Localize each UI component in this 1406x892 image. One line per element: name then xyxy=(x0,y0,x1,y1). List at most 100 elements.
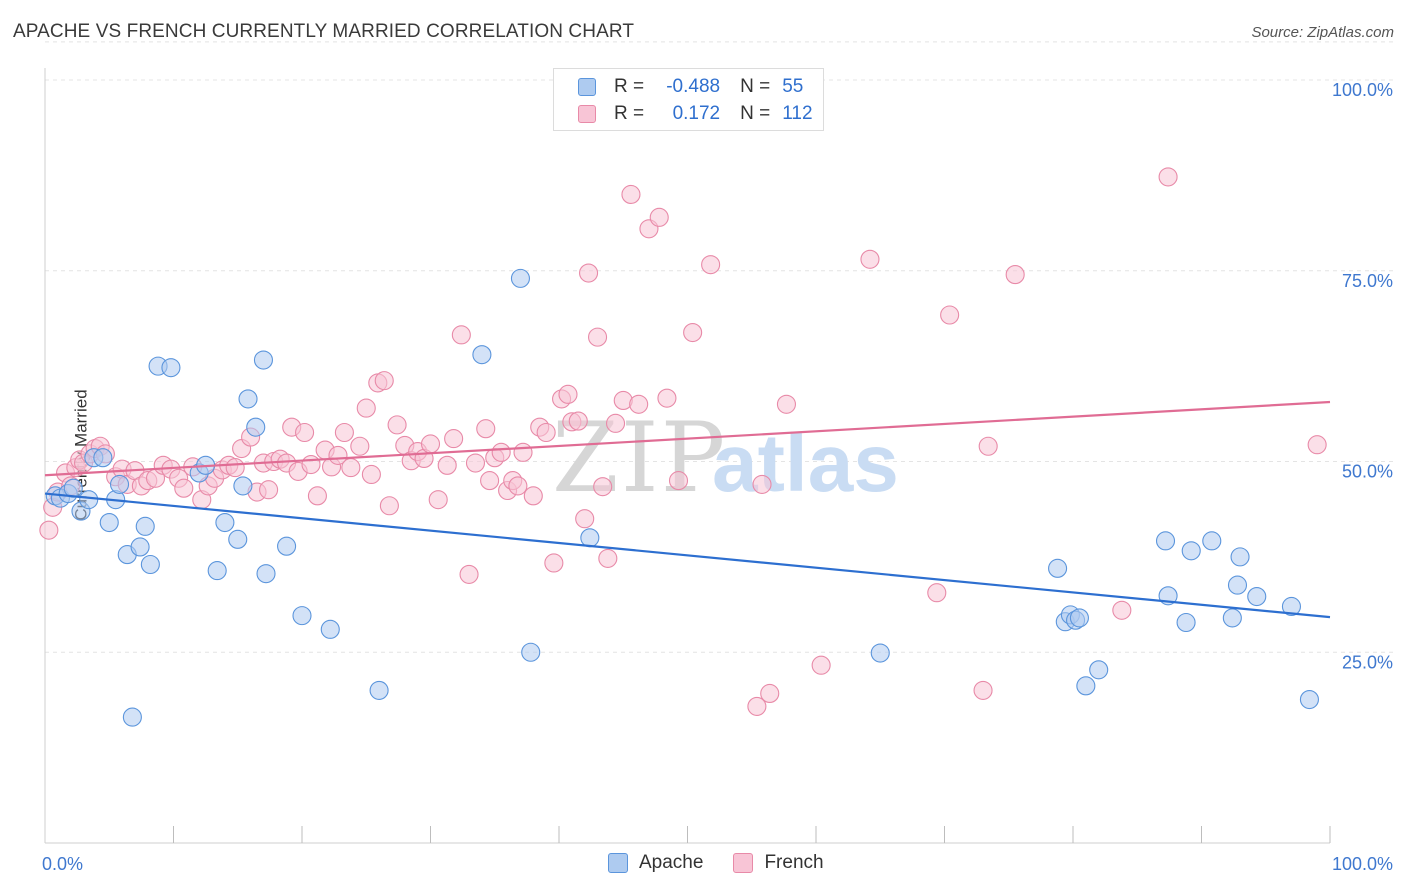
apache-point-23 xyxy=(233,476,253,496)
apache-point-13 xyxy=(130,537,150,557)
french-point-104 xyxy=(940,305,960,325)
french-point-96 xyxy=(701,255,721,275)
french-point-84 xyxy=(587,327,608,347)
series-legend: Apache French xyxy=(608,852,854,874)
french-point-90 xyxy=(629,394,649,414)
tick-labels: 25.0% 50.0% 75.0% 100.0% 0.0% 100.0% xyxy=(42,80,1393,874)
apache-point-8 xyxy=(99,512,119,533)
french-point-109 xyxy=(1158,167,1178,187)
x-tick-label-0: 0.0% xyxy=(42,854,83,874)
apache-point-21 xyxy=(215,512,235,533)
french-point-29 xyxy=(225,458,245,478)
apache-point-14 xyxy=(135,516,155,536)
apache-legend-swatch xyxy=(608,853,628,873)
legend-item-french: French xyxy=(733,852,824,874)
apache-point-36 xyxy=(870,643,890,663)
french-n-value: 112 xyxy=(782,103,813,124)
apache-point-50 xyxy=(1227,575,1248,595)
french-point-94 xyxy=(668,471,689,491)
apache-point-25 xyxy=(246,417,266,437)
apache-point-30 xyxy=(320,619,340,639)
r-label: R = xyxy=(614,103,645,124)
apache-point-27 xyxy=(256,564,276,584)
french-point-83 xyxy=(579,263,599,283)
french-point-69 xyxy=(491,442,511,462)
watermark-atlas: atlas xyxy=(712,418,899,509)
apache-point-41 xyxy=(1069,608,1089,628)
y-tick-label-100: 100.0% xyxy=(1332,80,1393,100)
french-point-49 xyxy=(356,398,376,418)
apache-point-46 xyxy=(1176,612,1196,633)
french-point-87 xyxy=(605,413,626,433)
french-point-54 xyxy=(387,415,407,435)
apache-point-53 xyxy=(1281,596,1301,617)
apache-point-37 xyxy=(1048,558,1068,578)
n-label: N = xyxy=(740,103,771,124)
french-point-95 xyxy=(683,323,703,343)
apache-swatch xyxy=(578,78,596,96)
french-point-46 xyxy=(334,422,354,443)
apache-point-54 xyxy=(1299,690,1319,710)
grid-lines xyxy=(45,41,1394,653)
french-point-74 xyxy=(523,486,543,506)
apache-point-20 xyxy=(207,561,227,581)
legend-label-french: French xyxy=(764,852,824,873)
french-point-81 xyxy=(568,411,588,431)
french-point-98 xyxy=(752,474,772,494)
french-point-67 xyxy=(480,471,500,491)
french-trend-line xyxy=(44,400,1331,477)
french-point-65 xyxy=(465,453,486,473)
french-point-42 xyxy=(307,486,327,506)
french-point-100 xyxy=(776,394,796,414)
axes xyxy=(44,68,1331,844)
french-point-110 xyxy=(1307,435,1327,455)
french-point-0 xyxy=(39,520,59,540)
french-point-45 xyxy=(328,445,348,465)
source-credit: Source: ZipAtlas.com xyxy=(1251,24,1394,41)
french-point-62 xyxy=(444,429,464,449)
apache-point-3 xyxy=(63,478,83,498)
french-point-59 xyxy=(420,434,441,454)
french-point-66 xyxy=(476,419,496,439)
apache-point-31 xyxy=(369,680,389,700)
y-tick-label-25: 25.0% xyxy=(1342,652,1393,672)
french-point-41 xyxy=(301,455,321,475)
chart-title: APACHE VS FRENCH CURRENTLY MARRIED CORRE… xyxy=(13,21,635,42)
watermark: ZIP atlas xyxy=(552,402,899,514)
french-point-72 xyxy=(508,476,528,496)
french-point-101 xyxy=(811,655,831,675)
apache-point-34 xyxy=(521,642,541,662)
apache-point-26 xyxy=(253,350,274,370)
french-point-34 xyxy=(259,480,279,500)
french-point-22 xyxy=(174,478,194,498)
apache-point-5 xyxy=(79,490,99,510)
french-point-82 xyxy=(575,509,595,529)
apache-point-15 xyxy=(140,554,160,575)
apache-point-44 xyxy=(1155,531,1176,551)
apache-point-42 xyxy=(1076,676,1096,696)
apache-point-43 xyxy=(1089,660,1109,680)
apache-point-52 xyxy=(1247,587,1267,607)
stats-row-apache: R = -0.488 N = 55 xyxy=(578,76,803,98)
french-point-47 xyxy=(341,458,361,478)
stats-legend: R = -0.488 N = 55 R = 0.172 N = 112 xyxy=(553,68,824,131)
french-point-107 xyxy=(1005,265,1025,285)
apache-point-51 xyxy=(1230,547,1250,567)
apache-point-47 xyxy=(1181,541,1201,561)
french-point-79 xyxy=(558,384,578,404)
french-point-76 xyxy=(536,422,556,443)
apache-trend-line xyxy=(44,492,1331,619)
french-point-40 xyxy=(295,422,315,443)
apache-point-48 xyxy=(1202,531,1222,551)
french-point-86 xyxy=(598,548,618,568)
apache-r-value: -0.488 xyxy=(666,76,721,97)
legend-label-apache: Apache xyxy=(639,852,704,873)
french-point-105 xyxy=(973,680,993,700)
n-label: N = xyxy=(740,76,771,97)
french-point-85 xyxy=(593,477,613,497)
y-tick-label-75: 75.0% xyxy=(1342,271,1393,291)
apache-point-10 xyxy=(109,474,130,494)
french-point-89 xyxy=(621,184,641,204)
french-point-50 xyxy=(361,464,381,485)
